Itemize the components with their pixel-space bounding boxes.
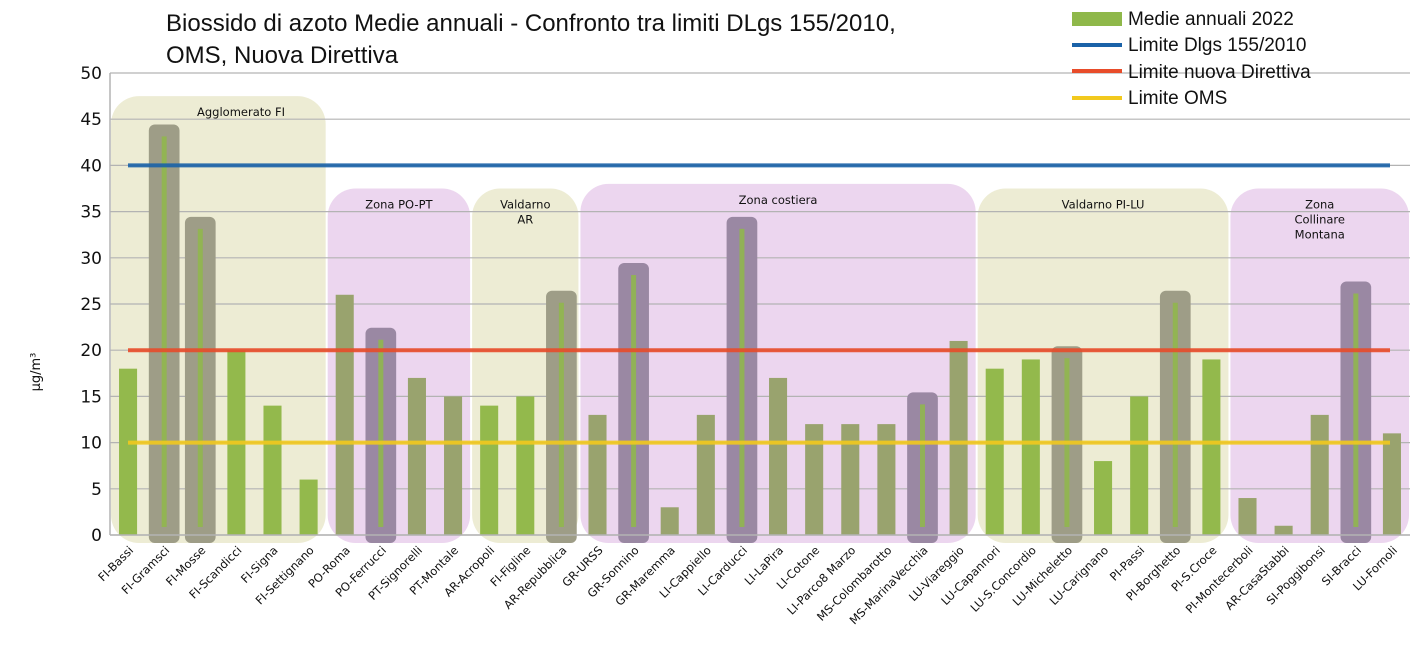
zone-label: Montana: [1295, 228, 1345, 242]
legend-swatch-dlgs: [1072, 43, 1122, 47]
bar: [1310, 414, 1329, 535]
legend-swatch-direttiva: [1072, 69, 1122, 73]
x-tick-label: AR-CasaStabbi: [1222, 543, 1292, 613]
zone-label: AR: [517, 213, 533, 227]
zone-label: Zona costiera: [739, 193, 818, 207]
bar: [949, 340, 968, 535]
legend-swatch-oms: [1072, 96, 1122, 100]
legend-label-bars: Medie annuali 2022: [1128, 9, 1294, 30]
x-tick-labels: FI-BassiFI-GramsciFI-MosseFI-ScandicciFI…: [95, 543, 1400, 627]
bar: [1172, 302, 1178, 527]
axis-layer: 0 5 10 15 20 25 30 35 40 45 50: [80, 64, 1410, 546]
bar: [631, 275, 637, 527]
bar: [841, 424, 860, 535]
chart-title-line-1: Biossido di azoto Medie annuali - Confro…: [166, 10, 896, 37]
bar: [877, 424, 896, 535]
zone-label: Valdarno PI-LU: [1062, 198, 1145, 212]
bar: [739, 228, 745, 527]
bars-layer: [119, 124, 1401, 543]
bar: [516, 396, 535, 535]
bar: [299, 479, 318, 535]
bar: [558, 302, 564, 527]
y-tick-label: 25: [80, 295, 102, 315]
y-tick-label: 5: [91, 480, 102, 500]
y-tick-label: 15: [80, 387, 102, 407]
chart-title-line-2: OMS, Nuova Direttiva: [166, 42, 399, 69]
x-tick-label: AR-Repubblica: [501, 543, 570, 612]
zone-background: [580, 183, 976, 543]
zone-label: Zona: [1305, 198, 1334, 212]
bar: [1094, 461, 1113, 535]
bar: [805, 424, 824, 535]
legend-label-dlgs: Limite Dlgs 155/2010: [1128, 35, 1307, 56]
y-tick-label: 20: [80, 341, 102, 361]
legend-label-oms: Limite OMS: [1128, 88, 1227, 109]
legend-swatch-bars: [1072, 12, 1122, 26]
bar: [920, 404, 925, 527]
bar: [119, 368, 138, 535]
bar: [1238, 498, 1257, 535]
zone-background: [327, 188, 471, 543]
y-tick-label: 35: [80, 203, 102, 223]
bar: [407, 377, 426, 535]
bar: [1353, 293, 1359, 527]
limit-lines-layer: [128, 163, 1390, 445]
bar: [985, 368, 1004, 535]
zone-label: Agglomerato FI: [197, 105, 285, 119]
bar: [1021, 359, 1040, 535]
y-axis-label: µg/m³: [29, 353, 44, 392]
zone-label: Collinare: [1294, 213, 1345, 227]
legend: Medie annuali 2022 Limite Dlgs 155/2010 …: [1072, 9, 1311, 109]
y-tick-label: 10: [80, 434, 102, 454]
bar: [1130, 396, 1149, 535]
bar: [588, 414, 607, 535]
zone-label: Valdarno: [500, 198, 550, 212]
bar: [378, 339, 384, 527]
y-tick-label: 30: [80, 249, 102, 269]
bar: [161, 136, 167, 527]
bar: [444, 396, 463, 535]
bar: [263, 405, 282, 535]
y-tick-label: 50: [80, 64, 102, 84]
y-tick-label: 45: [80, 110, 102, 130]
bar: [769, 377, 788, 535]
y-tick-label: 0: [91, 526, 102, 546]
bar: [1274, 525, 1293, 535]
bar: [696, 414, 715, 535]
bar: [1382, 433, 1401, 535]
bar: [335, 294, 354, 535]
bar: [1202, 359, 1221, 535]
bar: [197, 228, 203, 527]
zone-label: Zona PO-PT: [365, 198, 433, 212]
y-tick-label: 40: [80, 156, 102, 176]
bar: [660, 507, 679, 535]
bar: [480, 405, 499, 535]
zone-background: [111, 96, 326, 543]
legend-label-direttiva: Limite nuova Direttiva: [1128, 62, 1311, 83]
